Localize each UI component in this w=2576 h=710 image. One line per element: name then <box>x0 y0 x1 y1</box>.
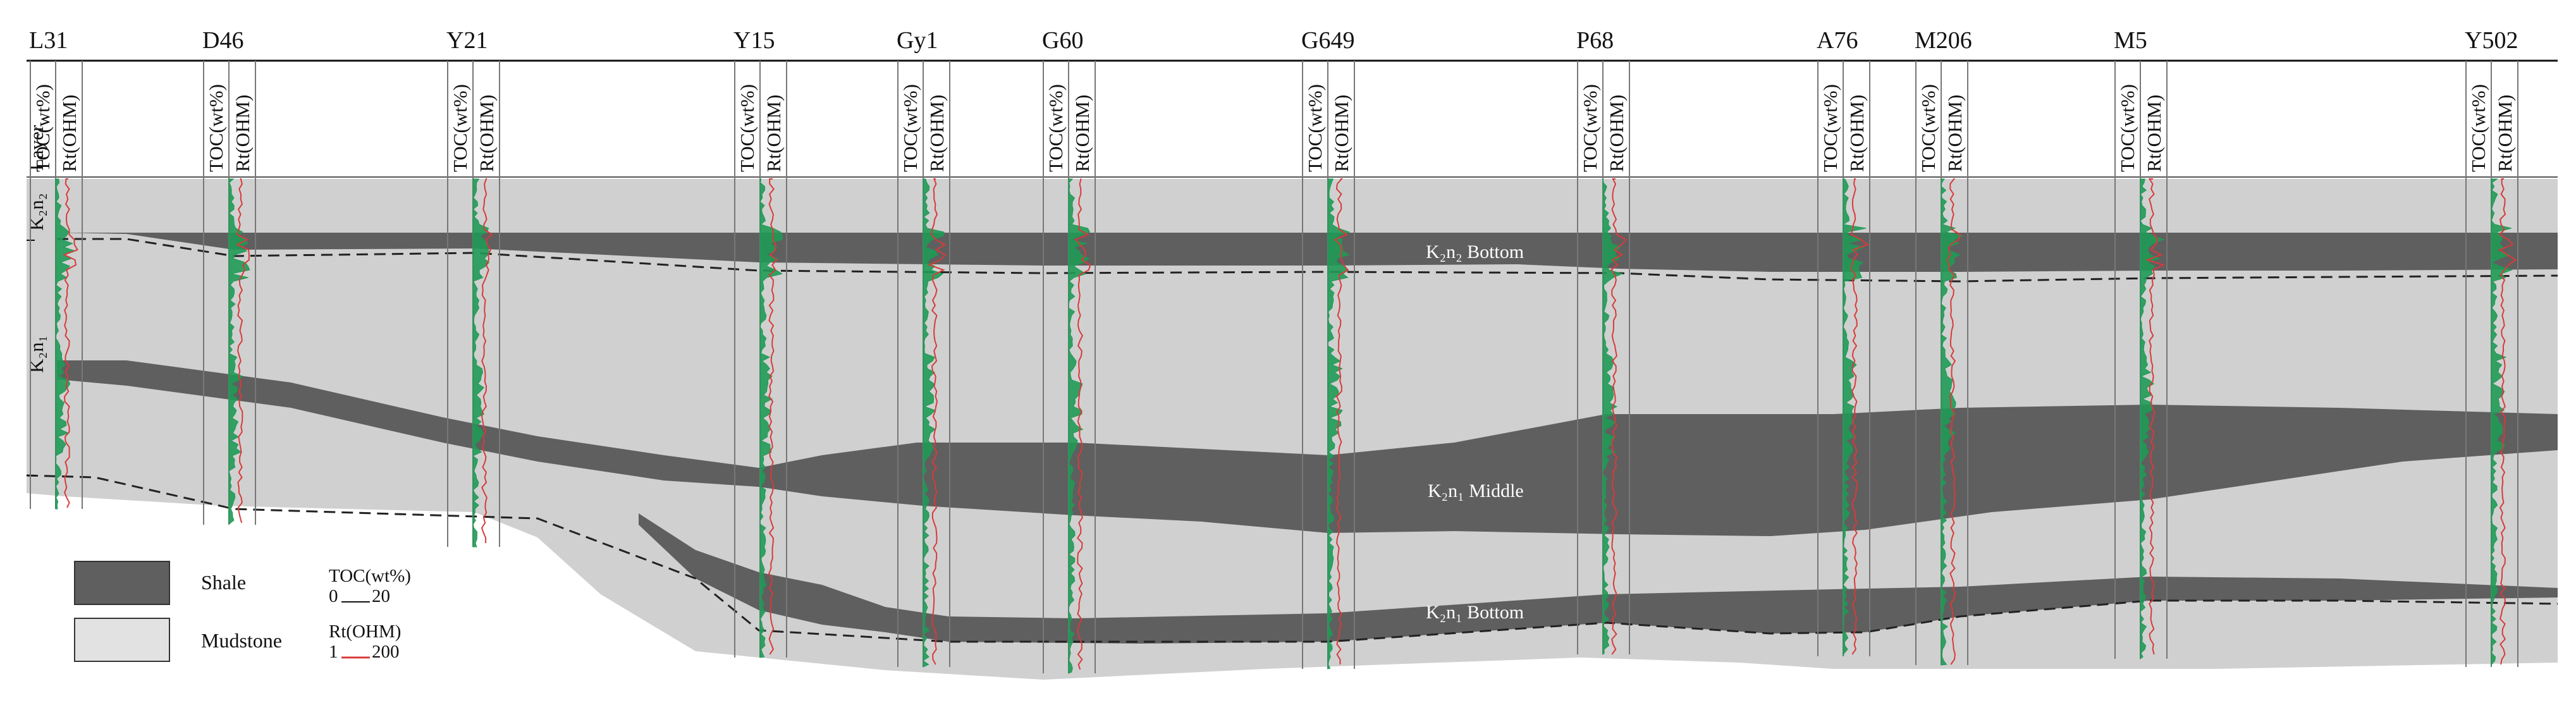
toc-column-header: TOC(wt%) <box>2467 84 2489 172</box>
toc-curve <box>228 178 250 525</box>
toc-column-header: TOC(wt%) <box>449 84 471 172</box>
legend-rt-max: 200 <box>372 642 400 662</box>
rt-column-header: Rt(OHM) <box>763 95 785 172</box>
rt-curve <box>1334 178 1349 665</box>
legend-toc-title: TOC(wt%) <box>329 566 411 586</box>
well-l31: L31 TOC(wt%) Rt(OHM) <box>29 27 83 510</box>
rt-column-header: Rt(OHM) <box>1330 95 1352 172</box>
toc-column-header: TOC(wt%) <box>1579 84 1601 172</box>
well-name-label: Y21 <box>446 27 488 54</box>
well-name-label: A76 <box>1817 27 1858 54</box>
well-y21: Y21 TOC(wt%) Rt(OHM) <box>446 27 500 548</box>
legend-shale-swatch <box>74 561 170 605</box>
rt-column-header: Rt(OHM) <box>1605 95 1628 172</box>
rt-curve <box>2145 178 2166 655</box>
rt-column-header: Rt(OHM) <box>1071 95 1093 172</box>
well-g60: G60 TOC(wt%) Rt(OHM) <box>1042 27 1096 674</box>
legend-toc-max: 20 <box>372 586 390 606</box>
layer-label-n1: K₂n₁ <box>25 335 47 373</box>
toc-column-header: TOC(wt%) <box>899 84 921 172</box>
well-name-label: L31 <box>29 27 68 54</box>
legend-toc-min: 0 <box>329 586 338 606</box>
well-name-label: M206 <box>1915 27 1972 54</box>
toc-column-header: TOC(wt%) <box>1819 84 1841 172</box>
unit-label-n1-bottom: K₂n₁ Bottom <box>1426 602 1524 623</box>
rt-curve <box>928 178 947 665</box>
well-d46: D46 TOC(wt%) Rt(OHM) <box>202 27 256 525</box>
well-name-label: P68 <box>1576 27 1614 54</box>
toc-curve <box>472 178 490 548</box>
well-m206: M206 TOC(wt%) Rt(OHM) <box>1915 27 1972 666</box>
n2-bottom-shale <box>57 233 2558 272</box>
rt-curve <box>768 178 778 655</box>
mudstone-body <box>27 179 2558 680</box>
rt-curve <box>1850 178 1869 655</box>
well-name-label: Y15 <box>733 27 775 54</box>
well-y15: Y15 TOC(wt%) Rt(OHM) <box>733 27 787 658</box>
well-p68: P68 TOC(wt%) Rt(OHM) <box>1576 27 1630 656</box>
legend-mudstone-label: Mudstone <box>201 629 282 652</box>
well-name-label: Y502 <box>2465 27 2518 54</box>
well-m5: M5 TOC(wt%) Rt(OHM) <box>2114 27 2168 659</box>
rt-curve <box>2498 178 2517 665</box>
toc-column-header: TOC(wt%) <box>205 84 227 172</box>
toc-column-header: TOC(wt%) <box>1045 84 1067 172</box>
rt-curve <box>1610 178 1628 655</box>
rt-column-header: Rt(OHM) <box>58 95 80 172</box>
well-y502: Y502 TOC(wt%) Rt(OHM) <box>2465 27 2518 668</box>
well-name-label: D46 <box>202 27 243 54</box>
toc-column-header: TOC(wt%) <box>32 84 54 172</box>
rt-curve <box>481 178 493 544</box>
unit-label-n1-middle: K₂n₁ Middle <box>1428 480 1524 501</box>
well-name-label: Gy1 <box>897 27 938 54</box>
rt-column-header: Rt(OHM) <box>2494 95 2516 172</box>
toc-column-header: TOC(wt%) <box>1304 84 1326 172</box>
rt-curve <box>1074 178 1091 670</box>
legend-rt-title: Rt(OHM) <box>329 621 401 642</box>
legend-mudstone-swatch <box>74 618 170 662</box>
rt-curve <box>63 178 78 508</box>
rt-curve <box>1946 178 1961 665</box>
well-name-label: G649 <box>1301 27 1354 54</box>
layer-label-n2: K₂n₂ <box>25 193 47 231</box>
unit-label-n2-bottom: K₂n₂ Bottom <box>1426 242 1524 262</box>
well-g649: G649 TOC(wt%) Rt(OHM) <box>1301 27 1355 670</box>
well-a76: A76 TOC(wt%) Rt(OHM) <box>1817 27 1870 657</box>
toc-curve <box>1941 178 1964 666</box>
n1-middle-shale <box>57 360 2558 536</box>
toc-column-header: TOC(wt%) <box>2116 84 2138 172</box>
rt-column-header: Rt(OHM) <box>2143 95 2165 172</box>
rt-curve <box>236 178 250 523</box>
well-name-label: M5 <box>2114 27 2147 54</box>
toc-curve <box>1602 178 1623 656</box>
rt-column-header: Rt(OHM) <box>475 95 498 172</box>
n1-bottom-shale <box>639 513 2558 644</box>
legend-rt-min: 1 <box>329 642 338 662</box>
rt-column-header: Rt(OHM) <box>1846 95 1868 172</box>
rt-column-header: Rt(OHM) <box>926 95 948 172</box>
toc-column-header: TOC(wt%) <box>736 84 758 172</box>
legend-shale-label: Shale <box>201 571 246 594</box>
well-gy1: Gy1 TOC(wt%) Rt(OHM) <box>897 27 950 668</box>
well-name-label: G60 <box>1042 27 1083 54</box>
rt-column-header: Rt(OHM) <box>231 95 254 172</box>
layer-column-header: Layer <box>25 125 47 171</box>
toc-column-header: TOC(wt%) <box>1917 84 1939 172</box>
rt-column-header: Rt(OHM) <box>1944 95 1966 172</box>
